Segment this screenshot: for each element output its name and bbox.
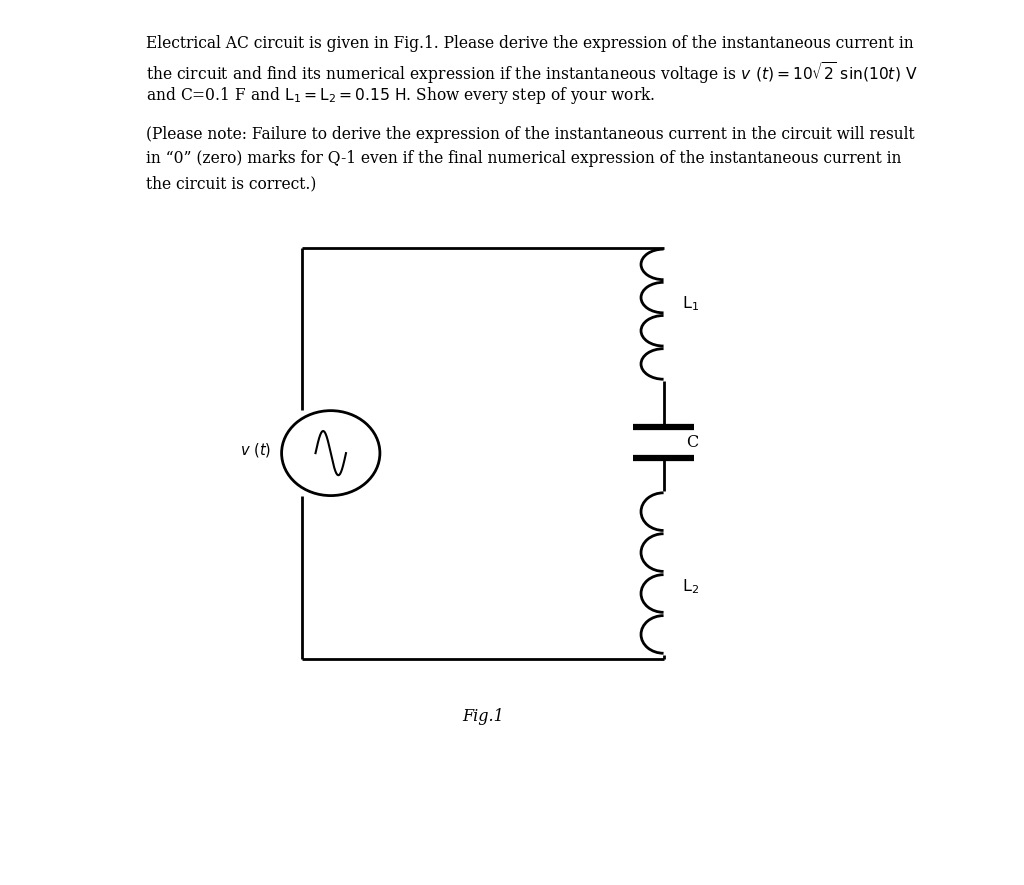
Text: and C=0.1 F and $\mathrm{L_1=L_2=0.15\ H}$. Show every step of your work.: and C=0.1 F and $\mathrm{L_1=L_2=0.15\ H…	[146, 85, 656, 106]
Text: C: C	[686, 434, 698, 451]
Text: the circuit and find its numerical expression if the instantaneous voltage is $v: the circuit and find its numerical expre…	[146, 60, 918, 86]
Text: $v\ (t)$: $v\ (t)$	[240, 441, 271, 458]
Text: $\mathrm{L_1}$: $\mathrm{L_1}$	[682, 294, 699, 313]
Text: $\mathrm{L_2}$: $\mathrm{L_2}$	[682, 577, 699, 596]
Text: the circuit is correct.): the circuit is correct.)	[146, 175, 316, 192]
Text: Fig.1: Fig.1	[462, 708, 504, 725]
Text: in “0” (zero) marks for Q-1 even if the final numerical expression of the instan: in “0” (zero) marks for Q-1 even if the …	[146, 150, 902, 167]
Text: (Please note: Failure to derive the expression of the instantaneous current in t: (Please note: Failure to derive the expr…	[146, 126, 915, 142]
Text: Electrical AC circuit is given in Fig.1. Please derive the expression of the ins: Electrical AC circuit is given in Fig.1.…	[146, 35, 914, 52]
